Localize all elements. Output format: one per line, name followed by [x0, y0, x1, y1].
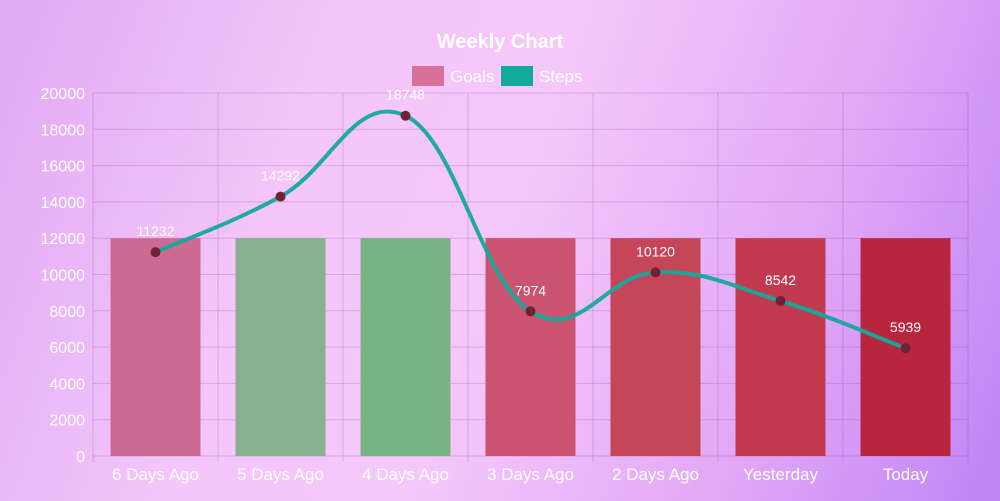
x-tick-label: 6 Days Ago	[112, 465, 199, 484]
x-tick-label: 4 Days Ago	[362, 465, 449, 484]
y-tick-label: 2000	[49, 413, 85, 430]
y-tick-label: 18000	[41, 122, 86, 139]
steps-point	[775, 295, 786, 306]
data-labels: 11232 14292 18748 7974 10120 8542 5939	[137, 87, 922, 335]
steps-point	[400, 110, 411, 121]
steps-point	[650, 267, 661, 278]
legend: Goals Steps	[412, 66, 582, 86]
y-tick-label: 6000	[49, 340, 85, 357]
steps-data-label: 14292	[261, 168, 300, 184]
chart-title: Weekly Chart	[437, 31, 564, 53]
steps-point	[900, 343, 911, 354]
y-tick-label: 8000	[49, 304, 85, 321]
y-tick-label: 4000	[49, 376, 85, 393]
legend-label: Goals	[450, 67, 494, 86]
bars	[110, 238, 951, 456]
goals-bar	[235, 238, 326, 456]
y-tick-label: 12000	[41, 231, 86, 248]
x-tick-label: 3 Days Ago	[487, 465, 574, 484]
steps-point	[275, 191, 286, 202]
x-tick-label: 5 Days Ago	[237, 465, 324, 484]
y-tick-label: 14000	[41, 195, 86, 212]
steps-point	[525, 306, 536, 317]
goals-bar	[110, 238, 201, 456]
legend-swatch	[501, 66, 533, 86]
x-tick-label: Today	[883, 465, 929, 484]
steps-data-label: 10120	[636, 243, 675, 259]
x-tick-label: 2 Days Ago	[612, 465, 699, 484]
steps-line	[150, 109, 911, 354]
goals-bar	[735, 238, 826, 456]
steps-point	[150, 247, 161, 258]
steps-series-line	[154, 109, 907, 351]
steps-data-label: 7974	[515, 282, 546, 298]
y-axis: 0 2000 4000 6000 8000 10000 12000 14000 16000 180…	[41, 86, 86, 466]
y-tick-label: 0	[76, 449, 85, 466]
y-tick-label: 16000	[41, 159, 86, 176]
steps-data-label: 11232	[137, 223, 175, 239]
goals-bar	[360, 238, 451, 456]
steps-data-label: 18748	[386, 87, 425, 103]
y-tick-label: 10000	[41, 268, 86, 285]
steps-data-label: 5939	[890, 319, 921, 335]
x-tick-label: Yesterday	[743, 465, 818, 484]
steps-data-label: 8542	[765, 272, 796, 288]
x-axis: 6 Days Ago 5 Days Ago 4 Days Ago 3 Days Ago…	[112, 465, 929, 484]
y-tick-label: 20000	[41, 86, 86, 103]
legend-label: Steps	[539, 67, 582, 86]
legend-swatch	[412, 66, 444, 86]
